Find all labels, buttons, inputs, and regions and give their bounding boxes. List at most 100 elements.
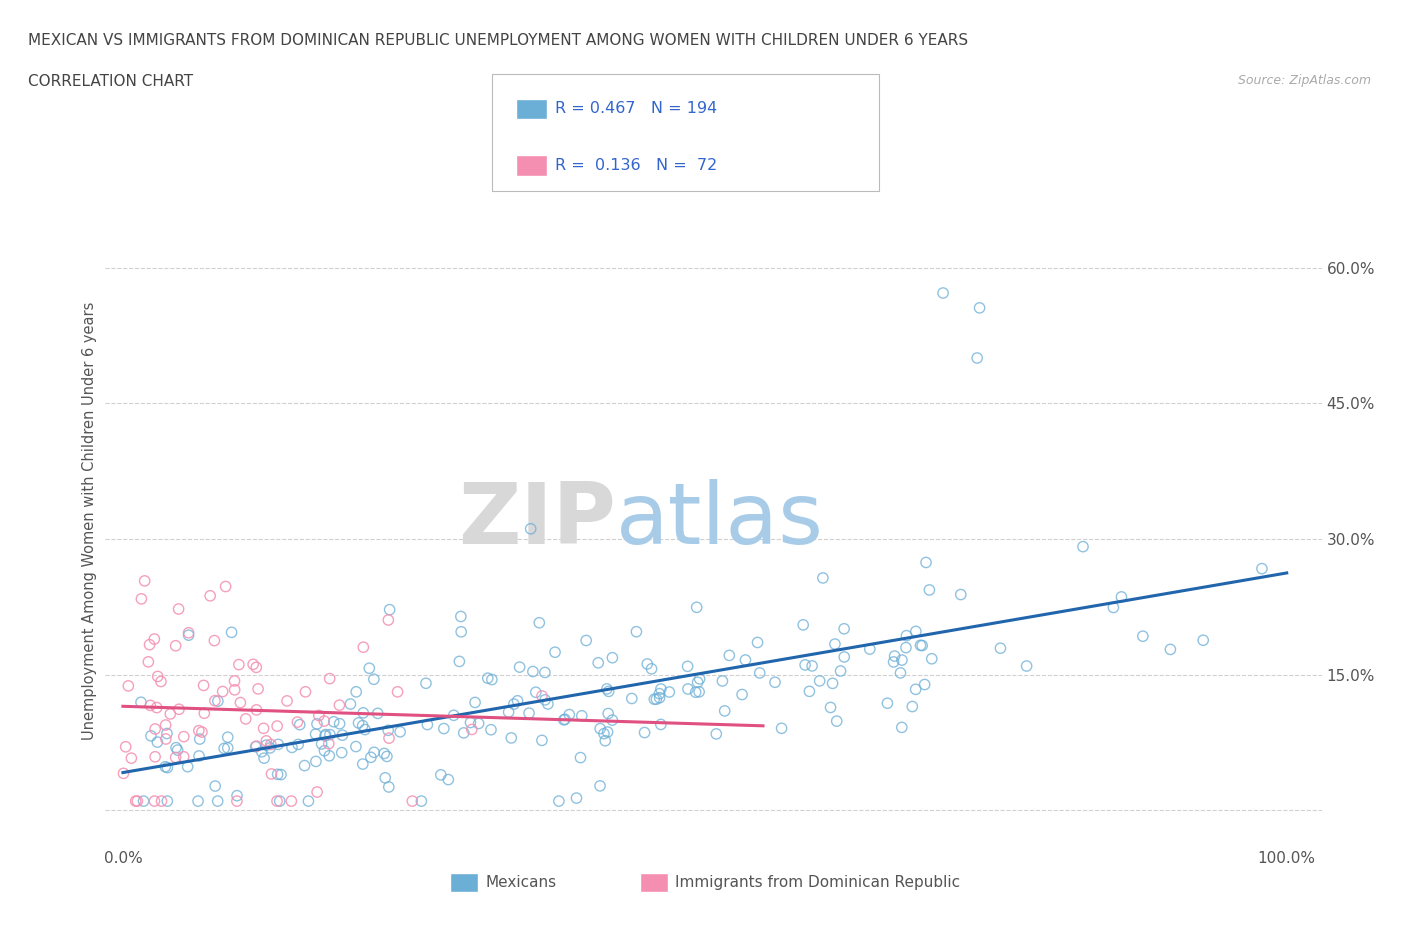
Point — [792, 618, 814, 632]
Point — [598, 684, 620, 698]
Point — [648, 686, 671, 701]
Point — [117, 679, 139, 694]
Point — [129, 695, 152, 710]
Point — [314, 728, 336, 743]
Point — [267, 737, 290, 751]
Point — [534, 693, 557, 708]
Point — [734, 653, 756, 668]
Point — [650, 717, 672, 732]
Point — [915, 555, 938, 570]
Point — [547, 793, 569, 808]
Point — [224, 673, 246, 688]
Point — [534, 665, 557, 680]
Point — [571, 709, 593, 724]
Point — [966, 351, 988, 365]
Point — [314, 713, 336, 728]
Point — [389, 724, 412, 739]
Point — [344, 684, 367, 699]
Point — [329, 716, 352, 731]
Point — [501, 730, 523, 745]
Point — [280, 793, 302, 808]
Point — [450, 609, 472, 624]
Point — [156, 726, 179, 741]
Point — [359, 661, 381, 676]
Point — [259, 740, 281, 755]
Point — [193, 706, 215, 721]
Point — [352, 706, 374, 721]
Point — [537, 697, 560, 711]
Point — [281, 740, 304, 755]
Point — [731, 687, 754, 702]
Point — [460, 715, 482, 730]
Point — [799, 684, 821, 698]
Point — [688, 684, 710, 699]
Point — [481, 672, 503, 687]
Point — [173, 750, 195, 764]
Point — [378, 731, 401, 746]
Point — [598, 706, 620, 721]
Point — [378, 603, 401, 618]
Point — [645, 692, 668, 707]
Point — [911, 638, 934, 653]
Point — [820, 700, 842, 715]
Point — [124, 793, 146, 808]
Point — [167, 602, 190, 617]
Point — [479, 723, 502, 737]
Point — [825, 713, 848, 728]
Point — [145, 700, 167, 715]
Point — [226, 793, 249, 808]
Point — [763, 675, 786, 690]
Point — [859, 642, 882, 657]
Point — [375, 749, 398, 764]
Point — [156, 793, 179, 808]
Point — [221, 625, 243, 640]
Point — [378, 779, 401, 794]
Point — [367, 706, 389, 721]
Point — [226, 789, 249, 804]
Point — [589, 721, 612, 736]
Point — [155, 732, 177, 747]
Point — [143, 631, 166, 646]
Point — [794, 658, 817, 672]
Point — [254, 734, 277, 749]
Point — [112, 766, 135, 781]
Point — [530, 688, 553, 703]
Point — [377, 613, 399, 628]
Point — [305, 754, 328, 769]
Point — [242, 657, 264, 671]
Point — [411, 793, 433, 808]
Point — [876, 696, 898, 711]
Point — [191, 724, 214, 739]
Point — [910, 638, 932, 653]
Point — [229, 696, 252, 711]
Point — [287, 737, 309, 751]
Point — [801, 658, 824, 673]
Point — [650, 682, 672, 697]
Point — [894, 640, 917, 655]
Point — [718, 648, 741, 663]
Point — [1251, 561, 1274, 576]
Point — [127, 793, 149, 808]
Point — [586, 656, 609, 671]
Point — [1192, 632, 1215, 647]
Point — [214, 579, 236, 594]
Point — [1111, 590, 1133, 604]
Point — [969, 300, 991, 315]
Point — [830, 663, 852, 678]
Point — [297, 793, 319, 808]
Point — [187, 793, 209, 808]
Point — [477, 671, 499, 685]
Point — [889, 666, 911, 681]
Text: atlas: atlas — [616, 479, 824, 563]
Point — [146, 735, 169, 750]
Point — [138, 637, 160, 652]
Point — [217, 730, 239, 745]
Point — [461, 722, 484, 737]
Point — [139, 698, 162, 712]
Point — [253, 751, 276, 765]
Point — [524, 684, 547, 699]
Point — [211, 684, 233, 699]
Point — [890, 653, 912, 668]
Point — [685, 684, 707, 699]
Point — [437, 772, 460, 787]
